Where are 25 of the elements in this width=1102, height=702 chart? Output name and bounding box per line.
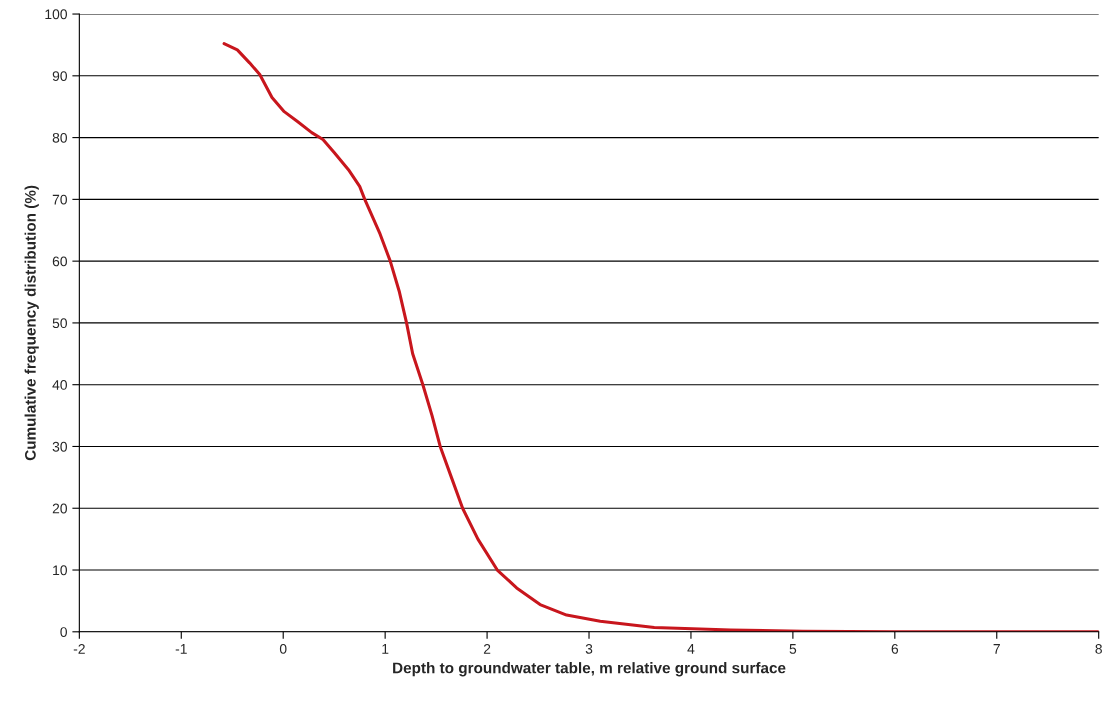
x-tick-label: 0 — [279, 643, 287, 654]
y-tick-label: 0 — [60, 627, 67, 637]
x-tick-label: 1 — [382, 644, 389, 654]
x-tick-label: 4 — [687, 644, 695, 654]
x-tick-label: -2 — [73, 643, 85, 654]
x-tick-label: 3 — [585, 643, 593, 654]
x-tick-label: 6 — [891, 643, 899, 654]
y-tick-label: 100 — [45, 9, 67, 20]
y-tick-label: 40 — [52, 380, 67, 390]
x-axis-title: Depth to groundwater table, m relative ground surface — [393, 662, 786, 677]
x-tick-label: 8 — [1095, 643, 1102, 654]
y-tick-label: 60 — [52, 256, 67, 267]
x-tick-label: -1 — [175, 644, 187, 654]
x-tick-label: 7 — [993, 644, 1000, 654]
y-tick-label: 50 — [52, 318, 67, 329]
y-tick-label: 80 — [52, 132, 67, 143]
y-tick-label: 30 — [52, 441, 67, 452]
line-series — [222, 42, 1099, 632]
y-axis-title: Cumulative frequency distribution (%) — [24, 185, 39, 461]
y-tick-label: 20 — [52, 503, 67, 514]
y-tick-label: 90 — [52, 71, 67, 81]
y-tick-label: 70 — [52, 194, 67, 205]
y-tick-label: 10 — [53, 565, 67, 576]
x-tick-label: 5 — [789, 644, 797, 654]
x-tick-label: 2 — [483, 643, 491, 654]
